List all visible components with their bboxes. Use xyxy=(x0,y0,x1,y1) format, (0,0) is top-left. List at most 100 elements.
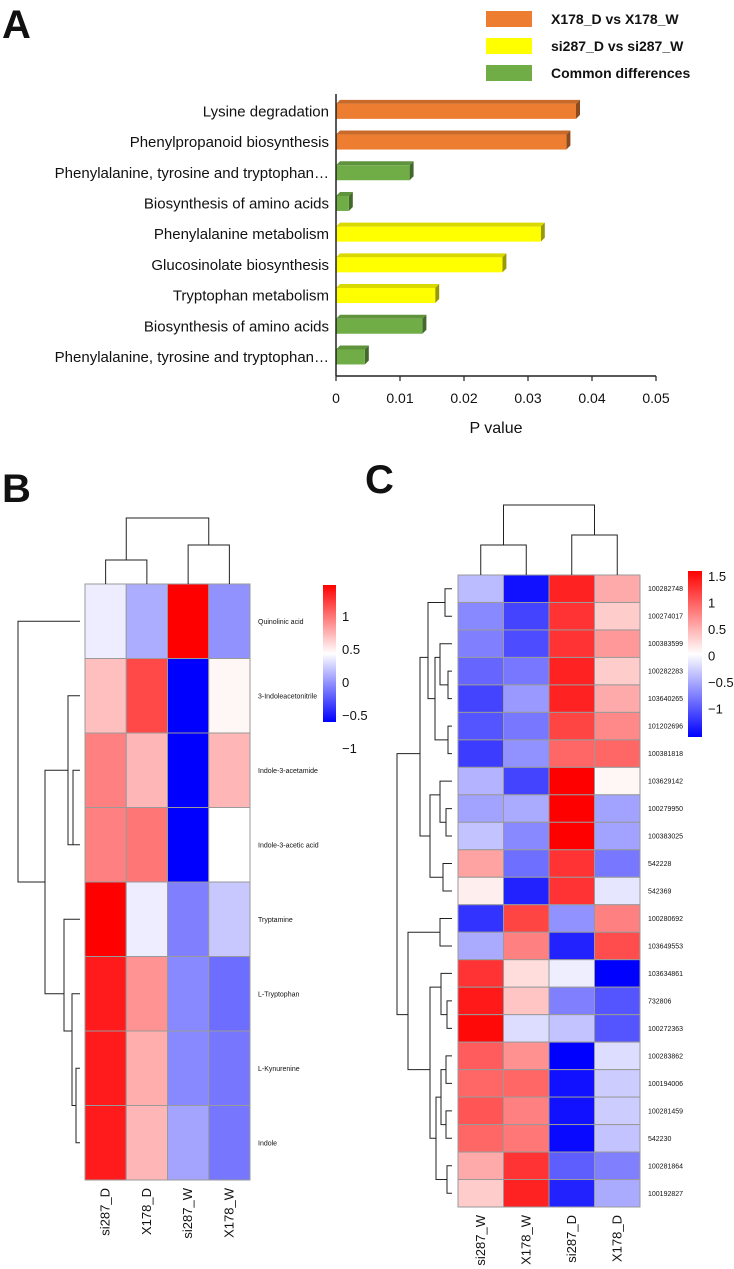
bar-side-face xyxy=(409,161,414,181)
heatmap-cell xyxy=(457,601,504,631)
row-label: 100280692 xyxy=(648,916,683,923)
row-label: 100281459 xyxy=(648,1108,683,1115)
heatmap-cell xyxy=(457,656,504,686)
heatmap-cell xyxy=(594,959,641,988)
heatmap-cell xyxy=(503,1041,550,1071)
colorbar-tick: 1.5 xyxy=(708,569,726,584)
dendrogram-branch xyxy=(419,656,430,837)
row-label: 3-Indoleacetonitrile xyxy=(258,693,317,700)
column-label: X178_D xyxy=(139,1188,154,1235)
bar-front-face xyxy=(336,349,365,365)
category-label: Phenylalanine metabolism xyxy=(154,226,329,243)
heatmap-cell xyxy=(457,574,504,603)
heatmap-cell xyxy=(503,766,550,796)
heatmap-cell xyxy=(208,956,251,1032)
heatmap-cell xyxy=(594,739,641,768)
column-label: si287_D xyxy=(98,1188,113,1236)
heatmap-cell xyxy=(548,711,595,741)
bar-8 xyxy=(336,314,427,334)
heatmap-cell xyxy=(84,1105,127,1181)
heatmap-cell xyxy=(548,574,595,603)
heatmap-cell xyxy=(503,849,550,878)
dendrogram-branch xyxy=(446,1000,452,1029)
colorbar-tick: 0 xyxy=(342,675,349,690)
heatmap-cell xyxy=(594,574,641,603)
heatmap-cell xyxy=(457,959,504,988)
dendrogram xyxy=(396,504,618,1194)
bar-3 xyxy=(336,161,414,181)
heatmap-cell xyxy=(457,794,504,823)
heatmap-cell xyxy=(548,959,595,988)
column-label: si287_W xyxy=(473,1214,488,1265)
heatmap-cell xyxy=(503,711,550,741)
dendrogram-branch xyxy=(503,504,595,545)
colorbar-tick: −0.5 xyxy=(708,675,734,690)
category-label: Phenylpropanoid biosynthesis xyxy=(130,134,329,151)
row-label: 100282748 xyxy=(648,586,683,593)
column-label: si287_D xyxy=(564,1215,579,1263)
heatmap-cell xyxy=(167,881,210,957)
heatmap-cell xyxy=(167,1105,210,1181)
heatmap-b: Quinolinic acid 3-Indoleacetonitrile Indol… xyxy=(17,517,368,1239)
dendrogram-branch xyxy=(71,993,80,1106)
heatmap-cell xyxy=(457,684,504,713)
dendrogram-branch xyxy=(445,808,452,837)
column-label: X178_D xyxy=(609,1215,624,1262)
heatmap-cell xyxy=(208,583,251,659)
bar-7 xyxy=(336,284,440,304)
dendrogram-branch xyxy=(439,780,452,823)
bar-side-face xyxy=(540,222,545,242)
heatmap-cell xyxy=(208,881,251,957)
heatmap-cell xyxy=(548,1014,595,1043)
panel-label-b: B xyxy=(2,467,31,511)
bar-front-face xyxy=(336,195,349,211)
heatmap-cell xyxy=(503,821,550,851)
heatmap-cell xyxy=(548,876,595,906)
heatmap-cell xyxy=(503,601,550,631)
bar-chart-a: X178_D vs X178_W si287_D vs si287_W Common… xyxy=(55,11,690,437)
heatmap-cell xyxy=(548,601,595,631)
heatmap-cell xyxy=(548,766,595,796)
heatmap-cell xyxy=(84,807,127,883)
bar-2 xyxy=(336,130,571,150)
row-label: 542369 xyxy=(648,889,671,896)
dendrogram-branch xyxy=(125,517,210,560)
legend-label: X178_D vs X178_W xyxy=(551,11,679,27)
column-label: si287_W xyxy=(180,1187,195,1238)
dendrogram-branch xyxy=(445,1055,452,1084)
heatmap-cell xyxy=(457,739,504,768)
bar-side-face xyxy=(348,191,353,211)
x-ticks: 0 0.01 0.02 0.03 0.04 0.05 xyxy=(332,376,670,406)
bar-front-face xyxy=(336,165,410,181)
heatmap-cell xyxy=(167,1030,210,1106)
row-label: 101202696 xyxy=(648,724,683,731)
heatmap-cell xyxy=(208,658,251,734)
heatmap-cell xyxy=(125,807,168,883)
heatmap-cell xyxy=(548,1124,595,1153)
heatmap-cell xyxy=(503,1179,550,1208)
heatmap-c: 100282748 100274017 100383599 100282283 1036… xyxy=(396,504,734,1266)
dendrogram-branch xyxy=(44,769,68,995)
heatmap-cell xyxy=(548,821,595,851)
colorbar-tick: 1 xyxy=(342,609,349,624)
heatmap-cell xyxy=(594,821,641,851)
heatmap-cell xyxy=(594,711,641,741)
bar-top-face xyxy=(336,191,353,196)
heatmap-cell xyxy=(84,956,127,1032)
heatmap-cell xyxy=(125,658,168,734)
row-label: 100383599 xyxy=(648,641,683,648)
row-label: 542230 xyxy=(648,1136,671,1143)
category-label: Phenylalanine, tyrosine and tryptophan… xyxy=(55,165,329,182)
heatmap-cell xyxy=(503,904,550,933)
x-tick-label: 0.04 xyxy=(578,390,605,406)
heatmap-cell xyxy=(84,881,127,957)
row-label: 732806 xyxy=(648,998,671,1005)
heatmap-cell xyxy=(125,956,168,1032)
category-label: Phenylalanine, tyrosine and tryptophan… xyxy=(55,349,329,366)
row-label: Quinolinic acid xyxy=(258,619,304,626)
heatmap-cell xyxy=(125,881,168,957)
heatmap-cell xyxy=(594,849,641,878)
dendrogram-branch xyxy=(446,1165,452,1194)
dendrogram-branch xyxy=(440,972,452,1016)
heatmap-cell xyxy=(548,986,595,1016)
